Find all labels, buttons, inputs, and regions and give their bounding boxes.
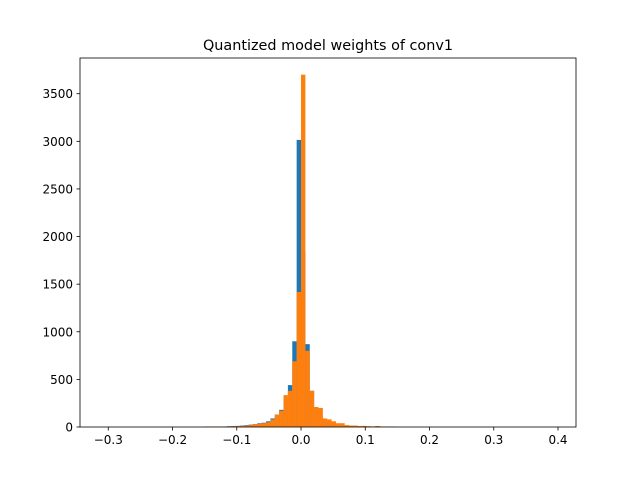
bar-series2 <box>318 407 323 427</box>
bar-series2 <box>349 425 354 427</box>
y-tick-label: 3500 <box>42 87 73 101</box>
bar-series2 <box>257 423 262 427</box>
x-tick-label: 0.2 <box>420 433 439 447</box>
bar-series2 <box>279 410 284 427</box>
bars <box>204 74 398 427</box>
bar-series2 <box>314 407 319 427</box>
bar-series2 <box>239 425 245 427</box>
x-tick-label: −0.2 <box>158 433 187 447</box>
bar-series2 <box>309 390 315 427</box>
bar-series2 <box>292 361 297 427</box>
bar-series2 <box>362 425 367 427</box>
bar-series2 <box>375 426 380 427</box>
y-tick-label: 0 <box>65 421 73 435</box>
bar-series2 <box>353 425 358 427</box>
x-tick-label: 0.4 <box>548 433 567 447</box>
bar-series2 <box>252 424 258 427</box>
bar-series2 <box>235 426 240 427</box>
bar-series2 <box>301 74 306 427</box>
bar-series2 <box>274 414 280 427</box>
x-axis: −0.3 −0.2 −0.1 0.0 0.1 0.2 0.3 0.4 <box>94 427 568 447</box>
bar-series2 <box>335 423 341 427</box>
x-tick-label: 0.0 <box>291 433 310 447</box>
bar-series2 <box>296 291 302 427</box>
bar-series2 <box>244 425 249 427</box>
bar-series2 <box>357 426 363 427</box>
x-tick-label: 0.1 <box>356 433 375 447</box>
bar-series2 <box>283 395 288 427</box>
axes-frame <box>79 57 577 428</box>
bar-series2 <box>287 390 293 427</box>
x-tick-label: 0.3 <box>484 433 503 447</box>
bar-series2 <box>305 350 310 427</box>
y-tick-label: 2500 <box>42 182 73 196</box>
x-tick-label: −0.3 <box>94 433 123 447</box>
y-tick-label: 1000 <box>42 325 73 339</box>
chart-title: Quantized model weights of conv1 <box>203 38 453 54</box>
y-tick-label: 500 <box>50 373 73 387</box>
bar-series2 <box>340 423 345 427</box>
bar-series1 <box>296 139 302 427</box>
bar-series2 <box>266 422 271 427</box>
y-tick-label: 3000 <box>42 135 73 149</box>
bar-series2 <box>327 419 332 427</box>
bar-series2 <box>270 419 275 427</box>
y-tick-label: 1500 <box>42 278 73 292</box>
y-axis: 0 500 1000 1500 2000 2500 3000 3500 <box>42 87 80 435</box>
y-tick-label: 2000 <box>42 230 73 244</box>
bar-series2 <box>261 423 267 427</box>
x-tick-label: −0.1 <box>222 433 251 447</box>
bar-series2 <box>322 418 328 427</box>
bar-series2 <box>248 425 253 427</box>
bar-series2 <box>344 425 350 427</box>
bar-series2 <box>331 421 336 427</box>
